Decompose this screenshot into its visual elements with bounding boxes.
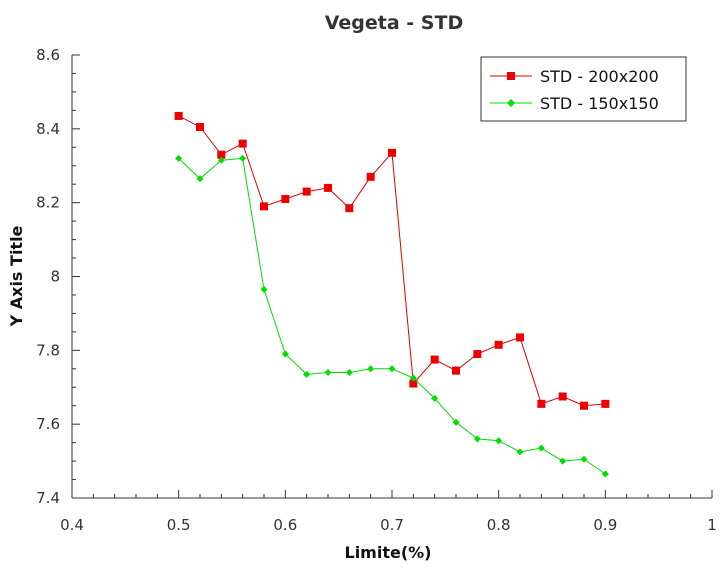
- chart-title: Vegeta - STD: [325, 12, 463, 34]
- data-point: [217, 150, 226, 159]
- y-axis-title: Y Axis Title: [7, 225, 26, 327]
- data-point: [324, 183, 332, 192]
- data-point: [260, 202, 268, 211]
- legend-marker-200: [507, 72, 515, 80]
- data-point: [473, 350, 482, 359]
- data-point: [409, 374, 417, 382]
- x-ticks: 0.4 0.5 0.6 0.7 0.8 0.9 1: [60, 490, 717, 534]
- y-tick-label: 7.8: [36, 341, 60, 359]
- series-0: [174, 111, 610, 410]
- data-point: [431, 394, 439, 402]
- y-tick-label: 8.6: [36, 46, 60, 64]
- data-point: [260, 285, 268, 293]
- y-tick-label: 8.2: [36, 194, 60, 212]
- x-tick-label: 0.8: [487, 516, 511, 534]
- data-point: [601, 470, 609, 478]
- data-point: [217, 156, 225, 164]
- data-point: [516, 333, 524, 342]
- data-point: [601, 399, 610, 408]
- data-point: [239, 154, 247, 162]
- data-point: [281, 194, 290, 203]
- data-point: [452, 366, 460, 375]
- data-point: [473, 435, 481, 443]
- data-point: [196, 175, 204, 183]
- x-axis-title: Limite(%): [345, 543, 432, 562]
- plot-area: 0.4 0.5 0.6 0.7 0.8 0.9 1 7.4 7.6 7.8 8 8.2 8.4 8.6: [36, 46, 717, 534]
- data-point: [516, 448, 524, 456]
- legend-box: [480, 56, 687, 122]
- x-tick-label: 0.5: [167, 516, 191, 534]
- x-tick-label: 1: [707, 516, 717, 534]
- y-tick-label: 7.4: [36, 489, 60, 507]
- legend-label-200: STD - 200x200: [540, 67, 659, 86]
- data-point: [495, 437, 503, 445]
- y-tick-label: 7.6: [36, 415, 60, 433]
- data-point: [558, 392, 567, 401]
- data-point: [302, 187, 311, 196]
- data-point: [388, 365, 396, 373]
- x-tick-label: 0.4: [60, 516, 84, 534]
- data-point: [430, 355, 439, 364]
- y-ticks: 7.4 7.6 7.8 8 8.2 8.4 8.6: [36, 46, 80, 507]
- data-point: [537, 399, 546, 408]
- data-point: [174, 111, 183, 120]
- legend: STD - 200x200 STD - 150x150: [480, 56, 687, 122]
- x-tick-label: 0.7: [380, 516, 404, 534]
- series-group: [174, 111, 610, 478]
- y-tick-label: 8.4: [36, 120, 60, 138]
- data-point: [238, 139, 247, 148]
- data-point: [559, 457, 567, 465]
- data-point: [580, 401, 588, 410]
- data-point: [367, 365, 375, 373]
- data-point: [175, 154, 183, 162]
- data-point: [345, 368, 353, 376]
- data-point: [366, 172, 375, 181]
- data-point: [303, 370, 311, 378]
- data-point: [196, 122, 204, 131]
- data-point: [388, 148, 396, 157]
- x-tick-label: 0.9: [593, 516, 617, 534]
- data-point: [537, 444, 545, 452]
- data-point: [409, 379, 418, 388]
- legend-marker-150: [507, 99, 515, 107]
- series-1: [175, 154, 609, 478]
- series-line: [178, 157, 606, 475]
- x-tick-label: 0.6: [273, 516, 297, 534]
- data-point: [345, 204, 354, 213]
- data-point: [452, 418, 460, 426]
- data-point: [281, 350, 289, 358]
- data-point: [580, 455, 588, 463]
- y-tick-label: 8: [50, 268, 60, 286]
- data-point: [494, 340, 503, 349]
- data-point: [324, 368, 332, 376]
- legend-label-150: STD - 150x150: [540, 94, 659, 113]
